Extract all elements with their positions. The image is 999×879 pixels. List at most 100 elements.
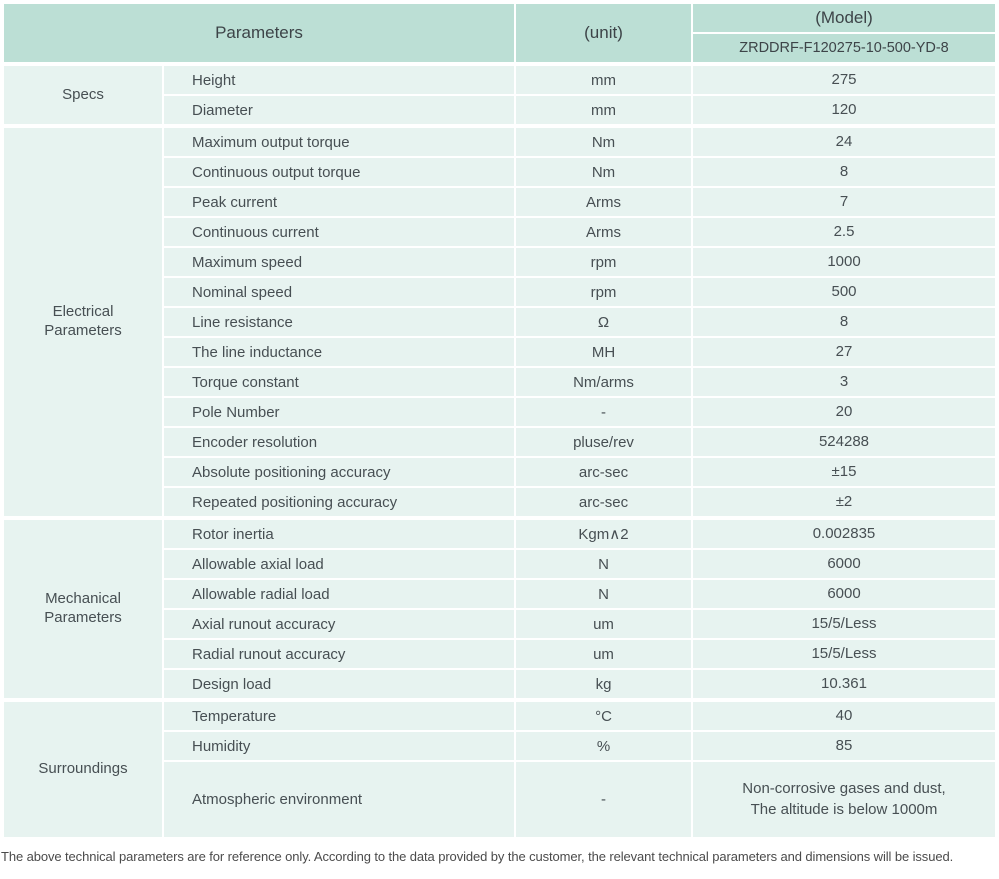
param-value: 3 xyxy=(693,368,995,396)
param-name: Maximum speed xyxy=(164,248,514,276)
table-row: Absolute positioning accuracy arc-sec ±1… xyxy=(164,458,995,486)
section-rows: Rotor inertia Kgm∧2 0.002835 Allowable a… xyxy=(164,520,995,698)
param-name: Axial runout accuracy xyxy=(164,610,514,638)
param-value: 20 xyxy=(693,398,995,426)
table-row: Humidity % 85 xyxy=(164,732,995,760)
param-unit: Arms xyxy=(516,188,691,216)
table-row: Height mm 275 xyxy=(164,66,995,94)
table-row: Radial runout accuracy um 15/5/Less xyxy=(164,640,995,668)
param-unit: - xyxy=(516,762,691,837)
param-name: Allowable radial load xyxy=(164,580,514,608)
col-header-parameters: Parameters xyxy=(4,4,514,62)
param-name: Allowable axial load xyxy=(164,550,514,578)
col-header-model-group: (Model) ZRDDRF-F120275-10-500-YD-8 xyxy=(693,4,995,62)
table-row: Design load kg 10.361 xyxy=(164,670,995,698)
param-unit: Arms xyxy=(516,218,691,246)
param-name: Pole Number xyxy=(164,398,514,426)
table-row: Nominal speed rpm 500 xyxy=(164,278,995,306)
section-specs: Specs Height mm 275 Diameter mm 120 xyxy=(4,66,995,124)
param-name: Absolute positioning accuracy xyxy=(164,458,514,486)
group-label-electrical: Electrical Parameters xyxy=(4,128,162,516)
param-unit: arc-sec xyxy=(516,458,691,486)
param-unit: Ω xyxy=(516,308,691,336)
section-electrical: Electrical Parameters Maximum output tor… xyxy=(4,128,995,516)
group-label-mechanical: Mechanical Parameters xyxy=(4,520,162,698)
param-name: Humidity xyxy=(164,732,514,760)
table-row: Peak current Arms 7 xyxy=(164,188,995,216)
param-unit: kg xyxy=(516,670,691,698)
param-name: Diameter xyxy=(164,96,514,124)
table-row: Pole Number - 20 xyxy=(164,398,995,426)
param-unit: N xyxy=(516,580,691,608)
param-unit: Kgm∧2 xyxy=(516,520,691,548)
param-name: Nominal speed xyxy=(164,278,514,306)
param-value: 85 xyxy=(693,732,995,760)
param-name: Continuous output torque xyxy=(164,158,514,186)
table-row: Allowable radial load N 6000 xyxy=(164,580,995,608)
param-name: Temperature xyxy=(164,702,514,730)
table-row: Maximum output torque Nm 24 xyxy=(164,128,995,156)
param-value: 6000 xyxy=(693,550,995,578)
param-name: Torque constant xyxy=(164,368,514,396)
param-unit: rpm xyxy=(516,248,691,276)
param-name: Continuous current xyxy=(164,218,514,246)
param-name: Maximum output torque xyxy=(164,128,514,156)
param-value: 10.361 xyxy=(693,670,995,698)
param-unit: °C xyxy=(516,702,691,730)
spec-table: Parameters (unit) (Model) ZRDDRF-F120275… xyxy=(4,4,995,837)
group-label-specs: Specs xyxy=(4,66,162,124)
param-unit: N xyxy=(516,550,691,578)
model-number: ZRDDRF-F120275-10-500-YD-8 xyxy=(693,34,995,62)
param-name: Height xyxy=(164,66,514,94)
param-unit: Nm xyxy=(516,158,691,186)
table-row: Continuous output torque Nm 8 xyxy=(164,158,995,186)
param-value: 1000 xyxy=(693,248,995,276)
group-label-surroundings: Surroundings xyxy=(4,702,162,837)
param-value: 2.5 xyxy=(693,218,995,246)
param-name: Encoder resolution xyxy=(164,428,514,456)
table-row: Atmospheric environment - Non-corrosive … xyxy=(164,762,995,837)
table-row: Continuous current Arms 2.5 xyxy=(164,218,995,246)
section-rows: Height mm 275 Diameter mm 120 xyxy=(164,66,995,124)
param-unit: arc-sec xyxy=(516,488,691,516)
table-row: Diameter mm 120 xyxy=(164,96,995,124)
param-unit: mm xyxy=(516,66,691,94)
col-header-model: (Model) xyxy=(693,4,995,32)
table-row: Encoder resolution pluse/rev 524288 xyxy=(164,428,995,456)
table-row: The line inductance MH 27 xyxy=(164,338,995,366)
param-value: 27 xyxy=(693,338,995,366)
param-value: 8 xyxy=(693,308,995,336)
param-value: ±2 xyxy=(693,488,995,516)
param-unit: % xyxy=(516,732,691,760)
param-value: 524288 xyxy=(693,428,995,456)
table-row: Rotor inertia Kgm∧2 0.002835 xyxy=(164,520,995,548)
param-value: 8 xyxy=(693,158,995,186)
reference-note: The above technical parameters are for r… xyxy=(1,849,954,864)
table-row: Line resistance Ω 8 xyxy=(164,308,995,336)
param-unit: - xyxy=(516,398,691,426)
param-value: 7 xyxy=(693,188,995,216)
table-row: Repeated positioning accuracy arc-sec ±2 xyxy=(164,488,995,516)
param-unit: Nm/arms xyxy=(516,368,691,396)
section-rows: Temperature °C 40 Humidity % 85 Atmosphe… xyxy=(164,702,995,837)
param-unit: rpm xyxy=(516,278,691,306)
param-unit: um xyxy=(516,610,691,638)
table-header-row: Parameters (unit) (Model) ZRDDRF-F120275… xyxy=(4,4,995,62)
table-row: Temperature °C 40 xyxy=(164,702,995,730)
section-surroundings: Surroundings Temperature °C 40 Humidity … xyxy=(4,702,995,837)
param-unit: Nm xyxy=(516,128,691,156)
param-unit: MH xyxy=(516,338,691,366)
col-header-unit: (unit) xyxy=(516,4,691,62)
param-value: ±15 xyxy=(693,458,995,486)
param-unit: pluse/rev xyxy=(516,428,691,456)
param-value: 6000 xyxy=(693,580,995,608)
table-row: Axial runout accuracy um 15/5/Less xyxy=(164,610,995,638)
param-value: 275 xyxy=(693,66,995,94)
param-name: Repeated positioning accuracy xyxy=(164,488,514,516)
table-row: Maximum speed rpm 1000 xyxy=(164,248,995,276)
param-name: Peak current xyxy=(164,188,514,216)
param-value: 500 xyxy=(693,278,995,306)
table-row: Allowable axial load N 6000 xyxy=(164,550,995,578)
table-row: Torque constant Nm/arms 3 xyxy=(164,368,995,396)
param-name: Rotor inertia xyxy=(164,520,514,548)
